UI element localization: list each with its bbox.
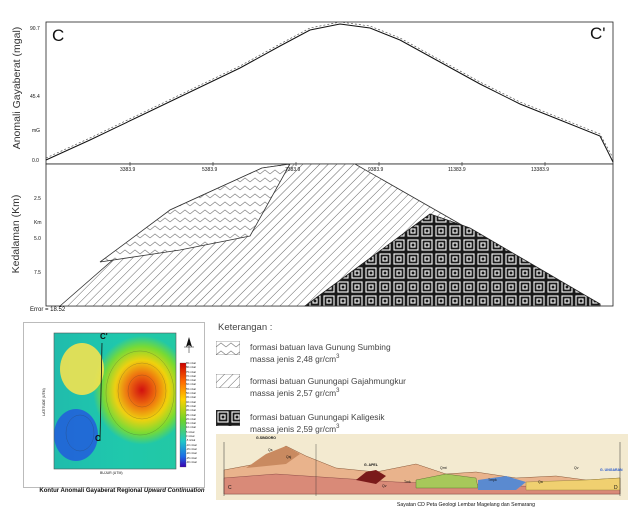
peak-label-sindoro: G.SINDORO — [256, 436, 277, 440]
unit-label-qsj: Qsj — [286, 455, 292, 459]
legend-item-sumbing: formasi batuan lava Gunung Sumbing massa… — [250, 342, 391, 364]
gravity-calculated-curve — [45, 21, 614, 159]
section-end-d: D — [614, 485, 618, 491]
x-tick-3: 7383.9 — [285, 167, 301, 173]
map-point-c: C — [95, 434, 101, 443]
geology-section-caption: Sayatan CD Peta Geologi Lembar Magelang … — [396, 502, 536, 508]
profile-label-c-prime: C' — [590, 24, 606, 43]
unit-label-tmpk: Tmpk — [488, 478, 497, 482]
contour-map-panel — [23, 322, 205, 488]
gravity-profile-figure — [45, 21, 614, 307]
gravity-tick-unit: mG — [32, 128, 41, 134]
map-point-c-prime: C' — [100, 332, 108, 341]
color-scale-bar — [179, 362, 187, 468]
map-x-axis-label: BUJUR (UTM) — [100, 471, 123, 475]
legend-swatch-sumbing — [216, 341, 240, 355]
peak-label-ungaran: G. UNGARAN — [600, 468, 623, 472]
legend-swatch-gajahmungkur — [216, 374, 240, 388]
x-tick-4: 9383.9 — [368, 167, 384, 173]
gravity-observed-curve — [45, 23, 614, 163]
unit-label-qv: Qv — [382, 484, 387, 488]
section-green-unit — [415, 473, 479, 489]
x-tick-5: 11383.9 — [448, 167, 466, 173]
geology-cross-section — [216, 434, 628, 500]
depth-tick-7-5: 7.5 — [34, 270, 41, 276]
section-red-body — [356, 470, 386, 484]
legend-item-kaligesik: formasi batuan Gunungapi Kaligesik massa… — [250, 412, 385, 434]
x-tick-2: 5383.9 — [202, 167, 218, 173]
map-west-high — [60, 343, 104, 395]
depth-axis-label: Kedalaman (Km) — [10, 194, 22, 274]
error-label: Error = 18.52 — [30, 307, 66, 313]
map-contours — [65, 350, 175, 452]
map-frame — [53, 332, 177, 470]
section-blue-unit — [478, 476, 526, 490]
unit-label-tmk: Tmk — [404, 480, 411, 484]
unit-label-qmt: Qmt — [440, 466, 447, 470]
gravity-tick-mid: 45.4 — [30, 94, 40, 100]
x-tick-6: 13383.9 — [531, 167, 550, 173]
gravity-tick-max: 90.7 — [30, 26, 40, 32]
section-sindoro-cone — [246, 446, 300, 468]
profile-label-c: C — [52, 26, 65, 45]
legend-item-gajahmungkur: formasi batuan Gunungapi Gajahmungkur ma… — [250, 376, 406, 398]
legend-title: Keterangan : — [218, 322, 273, 333]
unit-label-qv-2: Qv — [574, 466, 579, 470]
profile-line-cc — [99, 342, 103, 442]
depth-tick-2-5: 2.5 — [34, 196, 41, 202]
gravity-panel-frame — [45, 21, 614, 165]
map-sw-low — [54, 409, 98, 461]
contour-map — [53, 332, 194, 470]
depth-tick-5: 5.0 — [34, 236, 41, 242]
color-scale-labels: 85 mGal 80 mGal 75 mGal 70 mGal 65 mGal 60 m… — [186, 362, 197, 464]
map-y-axis-label: LATITUDE (UTM) — [42, 388, 46, 416]
north-arrow — [184, 337, 194, 353]
x-tick-1: 3383.9 — [120, 167, 136, 173]
x-axis-ticks — [129, 162, 546, 166]
depth-tick-unit: Km — [34, 220, 42, 226]
legend-swatch-kaligesik — [216, 410, 240, 426]
body-kaligesik — [303, 213, 601, 307]
unit-label-qa: Qa — [538, 480, 543, 484]
contour-map-caption: Kontur Anomali Gayaberat Regional Upward… — [39, 488, 205, 494]
gravity-axis-label: Anomali Gayaberat (mgal) — [11, 26, 23, 150]
unit-label-qs: Qs — [268, 448, 273, 452]
gravity-tick-zero: 0.0 — [32, 158, 39, 164]
peak-label-apel: G. APEL — [364, 463, 378, 467]
section-end-c: C — [228, 485, 232, 491]
body-sumbing — [99, 163, 291, 263]
